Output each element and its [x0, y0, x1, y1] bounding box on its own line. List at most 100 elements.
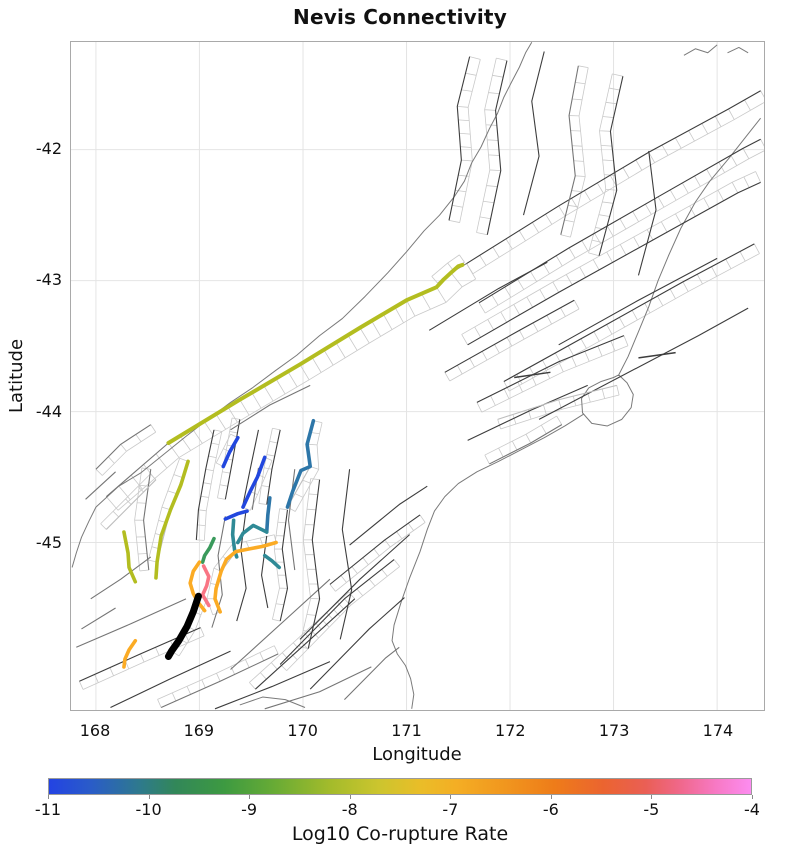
fault-segment-boxes	[157, 645, 279, 708]
fault-trace	[339, 469, 353, 640]
fault-segment-boxes	[242, 456, 273, 511]
fault-segment-boxes	[431, 254, 465, 284]
fault-segment-boxes	[95, 424, 157, 476]
fault-segment-boxes	[448, 56, 481, 223]
colorbar-tick-label: -5	[643, 800, 660, 819]
colorbar-tickmark	[450, 795, 452, 799]
colorbar-label: Log10 Co-rupture Rate	[291, 823, 509, 845]
fault-trace	[81, 607, 116, 630]
corupture-fault-orange-southwest	[122, 638, 138, 669]
x-tick-label: 171	[391, 721, 422, 740]
x-tick-label: 168	[79, 721, 111, 740]
corupture-fault-pink-central	[200, 564, 211, 608]
fault-trace	[224, 419, 241, 500]
corupture-fault-nevis-source-fault	[164, 592, 202, 660]
colorbar-tick-label: -6	[542, 800, 559, 819]
corupture-fault-olive-south	[154, 459, 190, 580]
fault-trace	[344, 646, 400, 701]
colorbar-tick-label: -7	[442, 800, 459, 819]
fault-trace	[444, 299, 575, 373]
fault-segment-boxes	[461, 171, 761, 345]
fault-trace	[85, 471, 116, 500]
corupture-fault-blue-b	[241, 455, 267, 509]
fault-trace	[110, 650, 231, 709]
x-tick-label: 172	[495, 721, 526, 740]
fault-segment-boxes	[249, 591, 356, 690]
fault-segment-boxes	[476, 335, 629, 413]
fault-trace	[476, 335, 625, 403]
fault-trace	[307, 479, 321, 649]
fault-trace	[467, 384, 588, 441]
fault-trace	[160, 653, 279, 709]
corupture-fault-teal-southeast	[262, 553, 281, 570]
map-svg	[71, 42, 764, 710]
corupture-fault-steel-mid	[264, 496, 272, 534]
fault-trace	[299, 534, 410, 640]
colorbar-tick-label: -11	[34, 800, 62, 819]
fault-segment-boxes	[497, 385, 620, 430]
corupture-fault-orange-main	[213, 540, 278, 614]
colorbar	[48, 778, 752, 795]
fault-trace	[560, 65, 579, 235]
fault-segment-boxes	[560, 65, 589, 238]
fault-trace	[279, 559, 395, 665]
fault-trace	[637, 150, 657, 276]
colorbar-tickmark	[651, 795, 653, 799]
fault-trace	[503, 243, 755, 382]
map-plot-area	[70, 41, 765, 711]
fault-trace	[349, 485, 428, 546]
fault-segment-boxes	[258, 427, 281, 505]
coastline	[683, 44, 718, 56]
fault-segment-boxes	[100, 473, 157, 530]
corupture-fault-blue-c	[223, 509, 249, 521]
fault-segment-boxes	[588, 73, 623, 257]
fault-segment-boxes	[196, 429, 223, 541]
fault-segment-boxes	[329, 514, 426, 592]
x-axis-label: Longitude	[372, 744, 462, 765]
fault-trace	[90, 556, 152, 600]
fault-trace	[478, 138, 761, 304]
y-tick-label: -43	[35, 270, 62, 290]
fault-trace	[195, 429, 215, 540]
x-tick-label: 170	[287, 721, 318, 740]
fault-segment-boxes	[476, 57, 508, 236]
corupture-fault-steel-long-east	[285, 418, 316, 509]
coastline	[239, 696, 306, 708]
fault-trace	[254, 598, 356, 690]
corupture-fault-teal-hook	[236, 523, 269, 545]
fault-trace	[497, 384, 617, 420]
fault-trace	[309, 597, 405, 690]
fault-trace	[236, 509, 247, 622]
y-tick-label: -42	[35, 138, 62, 158]
fault-trace	[489, 424, 563, 465]
chart-title: Nevis Connectivity	[293, 5, 507, 29]
fault-segment-boxes	[79, 627, 205, 690]
coastline	[391, 413, 584, 709]
fault-trace	[448, 56, 471, 221]
fault-trace	[558, 257, 718, 346]
fault-trace	[638, 351, 676, 359]
coastline	[727, 46, 749, 54]
coastline	[618, 117, 762, 376]
x-tick-label: 174	[702, 721, 734, 740]
fault-trace	[242, 429, 259, 505]
fault-trace	[486, 60, 508, 235]
y-axis-label: Latitude	[6, 338, 27, 414]
colorbar-tick-label: -4	[744, 800, 760, 819]
y-tick-label: -45	[35, 533, 62, 552]
fault-trace	[143, 469, 152, 571]
coastline	[581, 374, 634, 427]
fault-trace	[538, 307, 749, 420]
fault-trace	[95, 424, 152, 470]
fault-trace	[287, 469, 296, 571]
coastline	[71, 42, 533, 568]
fault-trace	[522, 51, 545, 216]
fault-segment-boxes	[503, 243, 760, 392]
fault-segment-boxes	[147, 457, 189, 563]
fault-trace	[264, 666, 372, 710]
corupture-fault-green-short	[200, 536, 216, 564]
fault-trace	[428, 261, 548, 331]
fault-trace	[214, 661, 331, 710]
fault-trace	[230, 578, 331, 670]
